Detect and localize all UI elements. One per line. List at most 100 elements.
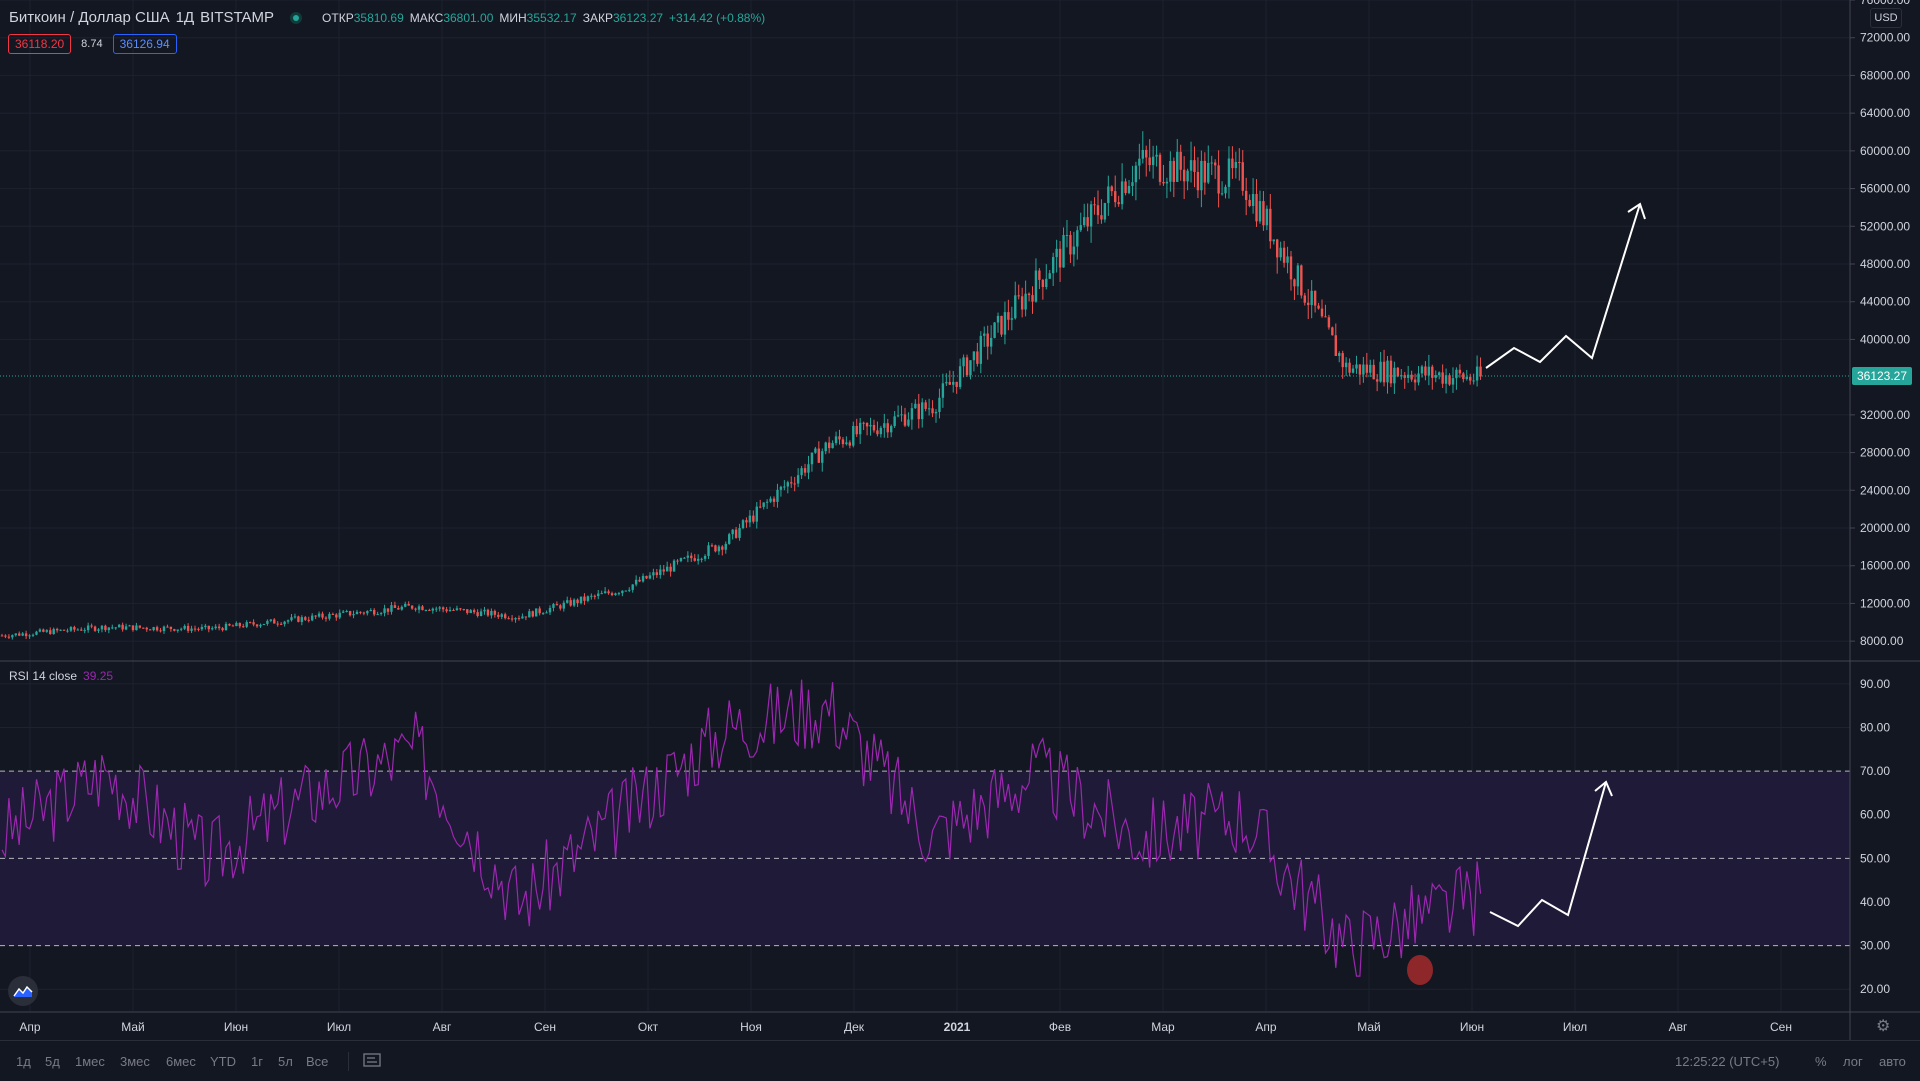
- timeframe-6m[interactable]: 6мес: [166, 1054, 196, 1069]
- timeframe-1m[interactable]: 1мес: [75, 1054, 105, 1069]
- price-axis[interactable]: 76000.00 72000.00 68000.00 64000.00 60000.00…: [1850, 0, 1910, 648]
- candle-body: [686, 555, 690, 558]
- timeframe-1y[interactable]: 1г: [251, 1054, 263, 1069]
- rsi-tick-label: 60.00: [1860, 808, 1890, 822]
- candle-body: [111, 627, 114, 629]
- candle-body: [228, 623, 231, 626]
- rsi-oversold-marker[interactable]: [1407, 955, 1433, 985]
- market-status-icon[interactable]: [290, 11, 303, 24]
- candle-body: [1351, 368, 1355, 373]
- rsi-forecast-arrow[interactable]: [1489, 781, 1607, 928]
- price-tick-label: 8000.00: [1860, 634, 1904, 648]
- timeframe-5d[interactable]: 5д: [45, 1054, 60, 1069]
- candle-body: [724, 543, 727, 550]
- candle-body: [600, 593, 603, 595]
- timeframe-1d[interactable]: 1д: [16, 1054, 31, 1069]
- candle-body: [628, 589, 631, 591]
- candle-body: [638, 579, 641, 582]
- rsi-label[interactable]: RSI 14 close: [9, 669, 78, 683]
- candle-body: [117, 624, 121, 628]
- candle-body: [914, 403, 917, 409]
- candle-body: [586, 596, 590, 601]
- candle-body: [355, 611, 359, 615]
- date-range-icon[interactable]: [348, 1052, 381, 1071]
- time-tick-label: Апр: [1255, 1020, 1277, 1034]
- candle-body: [1413, 379, 1417, 383]
- candle-body: [690, 555, 693, 559]
- clock[interactable]: 12:25:22 (UTC+5): [1675, 1054, 1780, 1069]
- candle-body: [1238, 161, 1241, 163]
- settings-gear-icon[interactable]: ⚙: [1876, 1018, 1891, 1035]
- candle-body: [965, 357, 969, 376]
- candle-body: [441, 607, 445, 610]
- candle-body: [1296, 265, 1300, 287]
- candle-body: [796, 475, 800, 484]
- candle-body: [883, 423, 886, 428]
- candle-body: [476, 612, 479, 617]
- bid-button[interactable]: 36118.20: [8, 34, 72, 54]
- candle-body: [824, 442, 827, 452]
- auto-toggle[interactable]: авто: [1879, 1054, 1906, 1069]
- candle-body: [293, 616, 297, 618]
- ask-button[interactable]: 36126.94: [112, 34, 177, 54]
- price-tick-label: 72000.00: [1860, 31, 1910, 45]
- candle-body: [1437, 372, 1441, 376]
- candle-body: [752, 515, 755, 522]
- timeframe-all[interactable]: Все: [306, 1054, 329, 1069]
- candle-body: [579, 596, 583, 604]
- currency-label[interactable]: USD: [1870, 8, 1902, 28]
- symbol-name[interactable]: Биткоин / Доллар США: [9, 9, 170, 26]
- candle-body: [1220, 193, 1224, 195]
- time-axis[interactable]: Апр Май Июн Июл Авг Сен Окт Ноя Дек 2021 Фев Мар Апр…: [19, 1020, 1792, 1034]
- candle-body: [1462, 373, 1465, 380]
- candle-body: [1410, 374, 1413, 380]
- candle-body: [707, 545, 710, 556]
- candle-body: [97, 629, 100, 631]
- time-tick-label: Окт: [638, 1020, 659, 1034]
- candle-body: [669, 566, 672, 572]
- candle-body: [155, 627, 159, 631]
- candle-body: [1110, 186, 1113, 192]
- price-forecast-arrowhead: [1627, 202, 1646, 220]
- price-forecast-arrow[interactable]: [1485, 203, 1641, 369]
- price-candles: [0, 131, 1482, 640]
- candle-body: [1034, 270, 1038, 302]
- percent-toggle[interactable]: %: [1815, 1054, 1827, 1069]
- candle-body: [276, 623, 279, 625]
- candle-body: [641, 575, 645, 582]
- symbol-interval[interactable]: 1Д: [175, 9, 195, 26]
- candle-body: [700, 558, 703, 560]
- candle-body: [252, 622, 255, 625]
- candle-body: [224, 623, 228, 631]
- candle-body: [193, 628, 197, 630]
- candle-body: [803, 468, 807, 473]
- rsi-axis[interactable]: 90.00 80.00 70.00 60.00 50.00 40.00 30.00 20.00: [1860, 677, 1890, 996]
- candle-body: [1313, 290, 1317, 306]
- candle-body: [348, 611, 352, 616]
- candle-body: [524, 616, 528, 618]
- timeframe-ytd[interactable]: YTD: [210, 1054, 236, 1069]
- candle-body: [490, 610, 493, 616]
- candle-body: [1058, 248, 1062, 268]
- candle-body: [696, 558, 700, 561]
- candle-body: [279, 623, 283, 625]
- candle-body: [297, 616, 300, 622]
- candle-body: [776, 489, 779, 502]
- timeframe-3m[interactable]: 3мес: [120, 1054, 150, 1069]
- candle-body: [500, 614, 503, 617]
- candle-body: [121, 624, 124, 630]
- candle-body: [424, 610, 428, 612]
- log-toggle[interactable]: лог: [1843, 1054, 1863, 1069]
- candle-body: [576, 599, 579, 604]
- candle-body: [1241, 162, 1244, 191]
- candle-body: [317, 613, 321, 617]
- candle-body: [1114, 191, 1117, 203]
- timeframe-5y[interactable]: 5л: [278, 1054, 293, 1069]
- time-tick-label: Май: [1357, 1020, 1381, 1034]
- tradingview-logo-icon[interactable]: [8, 976, 38, 1006]
- candle-body: [1475, 366, 1479, 381]
- candle-body: [545, 612, 548, 614]
- candle-body: [1048, 273, 1051, 279]
- candle-body: [921, 402, 924, 420]
